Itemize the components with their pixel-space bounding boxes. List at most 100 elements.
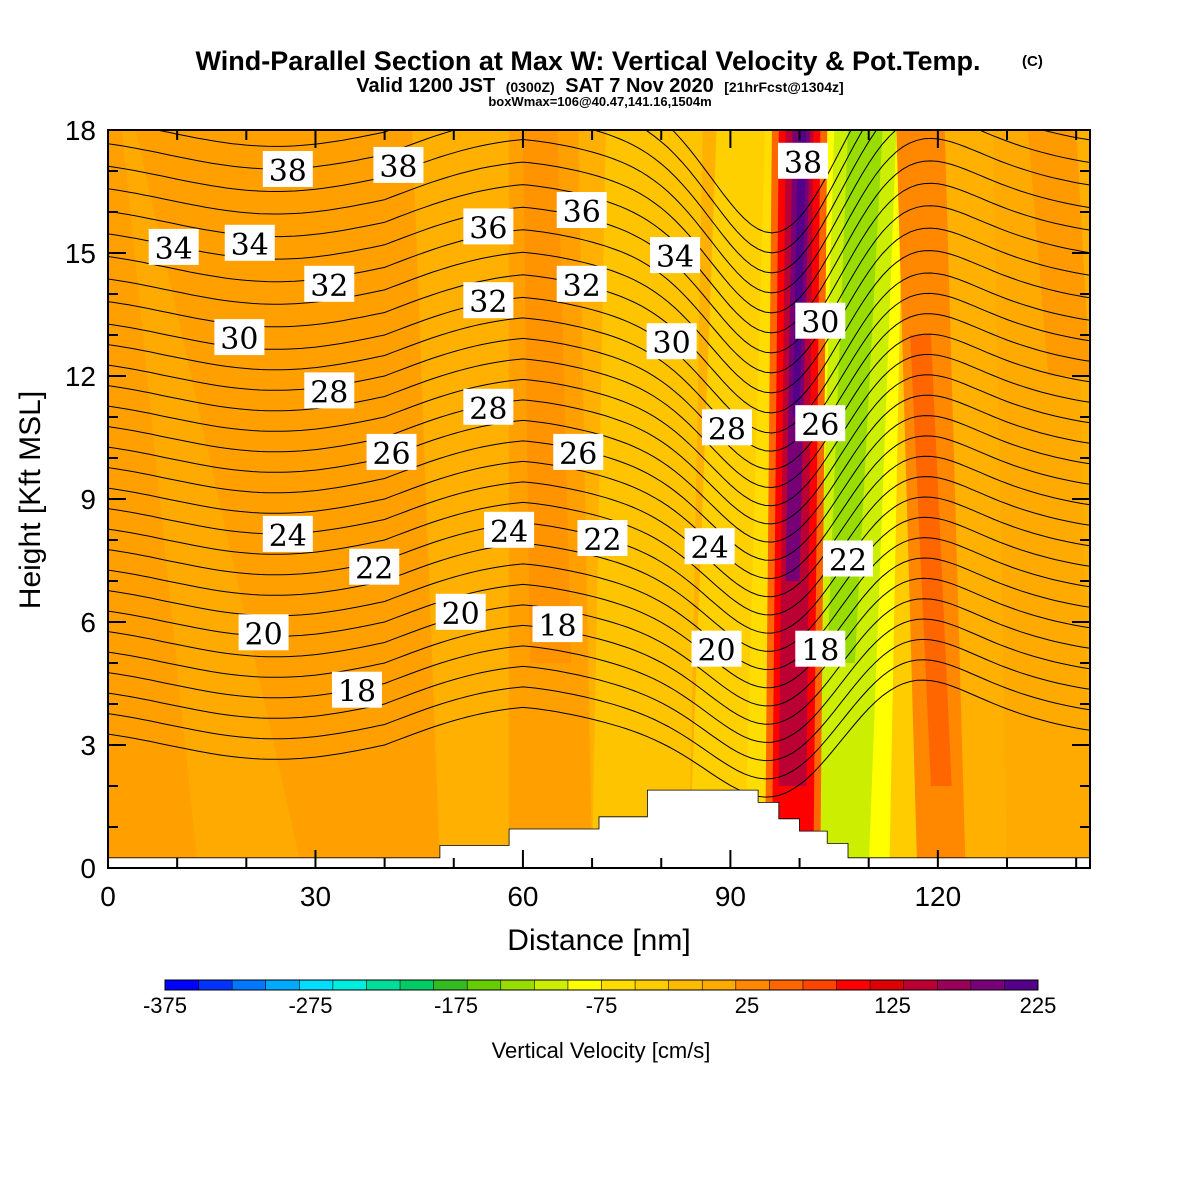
y-tick-label: 9 (80, 484, 96, 515)
colorbar-swatch (702, 980, 737, 990)
contour-label-text: 28 (469, 392, 507, 427)
contour-label-text: 30 (653, 326, 691, 361)
contour-label: 20 (238, 614, 289, 652)
updraft-core-60nm (522, 130, 572, 663)
theta-isoline (108, 618, 1090, 743)
plot-area: 38 38 34 34 36 36 38 32 32 32 34 30 30 30 28 28 28 26 26 26… (108, 130, 1090, 868)
weak-downdraft-band-75nm (592, 130, 703, 868)
contour-label: 18 (532, 606, 583, 644)
contour-label: 26 (366, 433, 417, 472)
contour-label-text: 26 (559, 437, 597, 472)
contour-label-text: 20 (697, 634, 735, 669)
contour-label-text: 28 (708, 412, 746, 447)
colorbar-tick-labels: -375 -275 -175 -75 25 125 225 (143, 993, 1056, 1018)
colorbar-swatch (332, 980, 367, 990)
colorbar-swatch (366, 980, 401, 990)
colorbar-swatch (433, 980, 468, 990)
contour-label-text: 26 (801, 408, 839, 443)
contour-label: 34 (224, 224, 275, 263)
contour-label: 22 (349, 548, 400, 587)
contour-label: 24 (684, 528, 735, 566)
contour-label-text: 34 (155, 232, 193, 267)
contour-label-text: 18 (538, 609, 576, 644)
copyright-mark: (C) (1022, 53, 1043, 70)
theta-isoline (108, 577, 1090, 707)
downstream-updraft-core (910, 335, 952, 786)
colorbar-tick-label: 125 (874, 993, 911, 1018)
contour-label: 34 (148, 228, 199, 267)
colorbar-swatch (668, 980, 703, 990)
contour-label: 26 (553, 433, 604, 472)
contour-label-text: 18 (801, 634, 839, 669)
theta-isoline (108, 272, 1090, 434)
contour-label: 22 (822, 540, 873, 579)
contour-label-text: 36 (469, 211, 507, 246)
contour-label: 20 (691, 630, 742, 669)
colorbar-swatch (937, 980, 972, 990)
colorbar-swatch (601, 980, 636, 990)
contour-label-text: 20 (245, 617, 283, 652)
x-axis-tick-labels: 0 30 60 90 120 (100, 881, 961, 912)
downstream-band-c (1027, 130, 1090, 376)
colorbar-tick-label: -75 (586, 993, 618, 1018)
colorbar-tick-label: -275 (288, 993, 332, 1018)
contour-label: 34 (650, 237, 701, 275)
theta-isoline (108, 292, 1090, 452)
axis-ticks (107, 129, 1090, 869)
contour-label-text: 28 (310, 375, 348, 410)
contour-label-text: 32 (310, 269, 348, 304)
y-tick-label: 12 (65, 361, 96, 392)
colorbar-swatch (769, 980, 804, 990)
contour-label-text: 38 (269, 154, 307, 189)
contour-label-text: 20 (442, 597, 480, 632)
contour-label-text: 24 (490, 515, 528, 550)
theta-isoline (108, 354, 1090, 507)
theta-isoline (108, 516, 1090, 652)
contour-label-text: 18 (338, 675, 376, 710)
colorbar-swatch (970, 980, 1005, 990)
chart-title: Wind-Parallel Section at Max W: Vertical… (196, 46, 981, 76)
x-tick-label: 90 (715, 881, 746, 912)
contour-label: 38 (373, 146, 424, 185)
colorbar-swatch (299, 980, 334, 990)
contour-label: 36 (556, 192, 607, 230)
contour-label: 24 (262, 515, 313, 554)
colorbar-tick-label: 25 (735, 993, 759, 1018)
colorbar-swatch (265, 980, 300, 990)
contour-label-text: 38 (784, 146, 822, 181)
colorbar-swatch (870, 980, 905, 990)
theta-isoline (108, 679, 1090, 798)
colorbar-swatch (903, 980, 938, 990)
updraft-band-peak (792, 130, 807, 417)
contour-label-text: 24 (691, 531, 729, 566)
contour-labels: 38 38 34 34 36 36 38 32 32 32 34 30 30 30 28 28 28 26 26 26… (148, 142, 873, 710)
contour-label-text: 22 (583, 523, 621, 558)
weak-downdraft-band (121, 130, 302, 868)
colorbar-tick-label: -375 (143, 993, 187, 1018)
colorbar-tick-label: 225 (1020, 993, 1057, 1018)
contour-label-text: 38 (379, 150, 417, 185)
colorbar-title: Vertical Velocity [cm/s] (492, 1038, 711, 1063)
colorbar-swatch (567, 980, 602, 990)
theta-isoline (108, 638, 1090, 762)
theta-isoline (108, 333, 1090, 489)
theta-isoline (154, 130, 864, 254)
theta-isoline (108, 374, 1090, 525)
contour-label-text: 36 (563, 195, 601, 230)
colorbar-swatch (232, 980, 267, 990)
x-tick-label: 60 (507, 881, 538, 912)
y-tick-label: 18 (65, 115, 96, 146)
contour-label: 32 (304, 265, 355, 304)
chart-subtitle: Valid 1200 JST (0300Z) SAT 7 Nov 2020 [2… (356, 75, 843, 97)
y-axis-tick-labels: 0 3 6 9 12 15 18 (65, 115, 96, 884)
contour-label: 28 (701, 409, 752, 447)
box-info-caption: boxWmax=106@40.47,141.16,1504m (488, 94, 711, 109)
y-tick-label: 3 (80, 730, 96, 761)
x-axis-title: Distance [nm] (507, 924, 690, 957)
contour-label-text: 26 (372, 437, 410, 472)
theta-isoline (108, 598, 1090, 725)
contour-label: 36 (463, 208, 514, 246)
contour-label-text: 30 (801, 306, 839, 341)
contour-label: 38 (262, 151, 313, 189)
